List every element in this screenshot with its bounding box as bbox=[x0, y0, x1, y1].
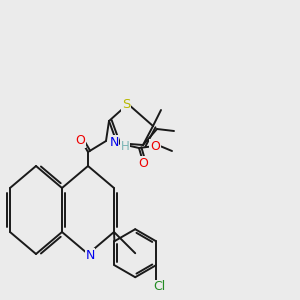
Text: O: O bbox=[75, 134, 85, 147]
Text: N: N bbox=[109, 136, 119, 149]
Text: Cl: Cl bbox=[153, 280, 165, 293]
Text: H: H bbox=[121, 140, 129, 153]
Text: N: N bbox=[85, 249, 95, 262]
Text: O: O bbox=[138, 157, 148, 170]
Text: S: S bbox=[122, 98, 130, 111]
Text: O: O bbox=[150, 140, 160, 153]
